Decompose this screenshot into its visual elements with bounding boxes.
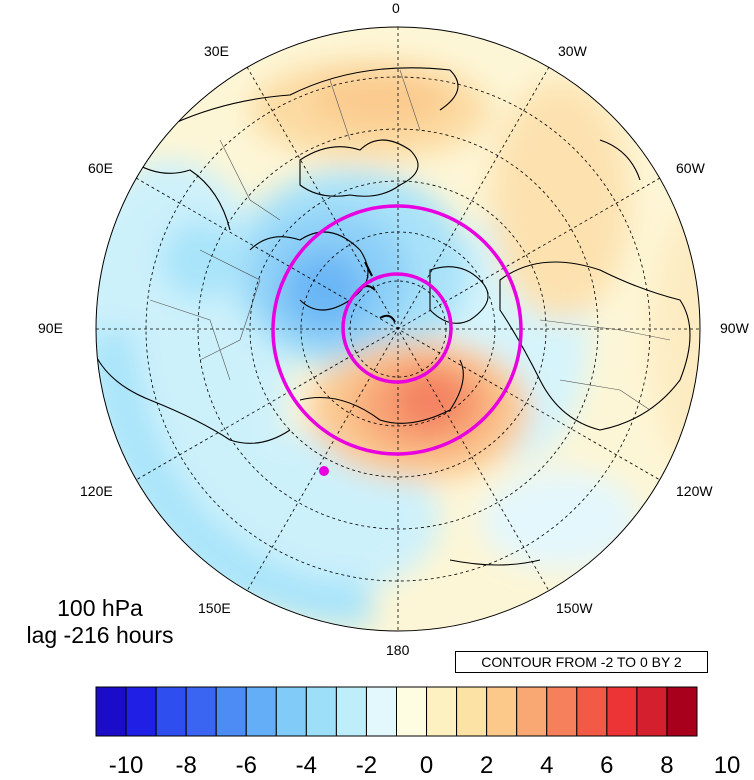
colorbar-tick-label: -6	[235, 752, 257, 779]
colorbar-box	[576, 686, 608, 737]
colorbar	[95, 686, 698, 737]
lon-label-90e: 90E	[38, 320, 63, 336]
colorbar-tick-label: 2	[479, 752, 494, 779]
colorbar-box	[245, 686, 277, 737]
lon-label-180: 180	[386, 642, 410, 658]
colorbar-box	[456, 686, 488, 737]
lon-label-150e: 150E	[198, 600, 231, 616]
highlight-circles	[271, 204, 523, 456]
colorbar-box	[606, 686, 638, 737]
colorbar-box	[396, 686, 428, 737]
caption-lag: lag -216 hours	[26, 622, 174, 648]
colorbar-box	[275, 686, 307, 737]
inner-highlight-circle	[341, 272, 453, 384]
colorbar-tick-label: -4	[295, 752, 318, 779]
contour-info-box: CONTOUR FROM -2 TO 0 BY 2	[455, 651, 708, 673]
colorbar-box	[426, 686, 458, 737]
colorbar-tick-label: 0	[419, 752, 434, 779]
colorbar-tick-label: 4	[540, 752, 554, 779]
lon-label-120w: 120W	[676, 483, 713, 499]
colorbar-box	[215, 686, 247, 737]
lon-label-30e: 30E	[204, 43, 229, 59]
lon-label-60w: 60W	[676, 160, 705, 176]
caption-level: 100 hPa	[57, 595, 143, 621]
colorbar-tick-label: 8	[660, 752, 674, 779]
colorbar-tick-label: 6	[600, 752, 614, 779]
coastlines	[96, 67, 691, 566]
lon-label-0: 0	[392, 0, 400, 16]
colorbar-tick-label: -10	[108, 752, 144, 779]
colorbar-tick-label: 10	[713, 752, 741, 779]
colorbar-box	[95, 686, 127, 737]
lon-label-90w: 90W	[720, 320, 749, 336]
colorbar-box	[546, 686, 578, 737]
lon-label-60e: 60E	[88, 160, 113, 176]
outer-highlight-circle	[271, 204, 523, 456]
colorbar-box	[486, 686, 518, 737]
lon-label-120e: 120E	[80, 483, 113, 499]
colorbar-tick-label: -8	[175, 752, 197, 779]
colorbar-tick-label: -2	[355, 752, 378, 779]
lon-label-150w: 150W	[556, 600, 593, 616]
colorbar-box	[666, 686, 698, 737]
colorbar-box	[125, 686, 157, 737]
graticule	[96, 27, 700, 631]
lon-label-30w: 30W	[558, 43, 587, 59]
anomaly-field	[96, 27, 700, 631]
colorbar-box	[185, 686, 217, 737]
colorbar-box	[516, 686, 548, 737]
colorbar-box	[305, 686, 337, 737]
colorbar-box	[335, 686, 367, 737]
colorbar-box	[155, 686, 187, 737]
highlight-point	[319, 466, 329, 476]
colorbar-box	[636, 686, 668, 737]
colorbar-box	[365, 686, 398, 737]
